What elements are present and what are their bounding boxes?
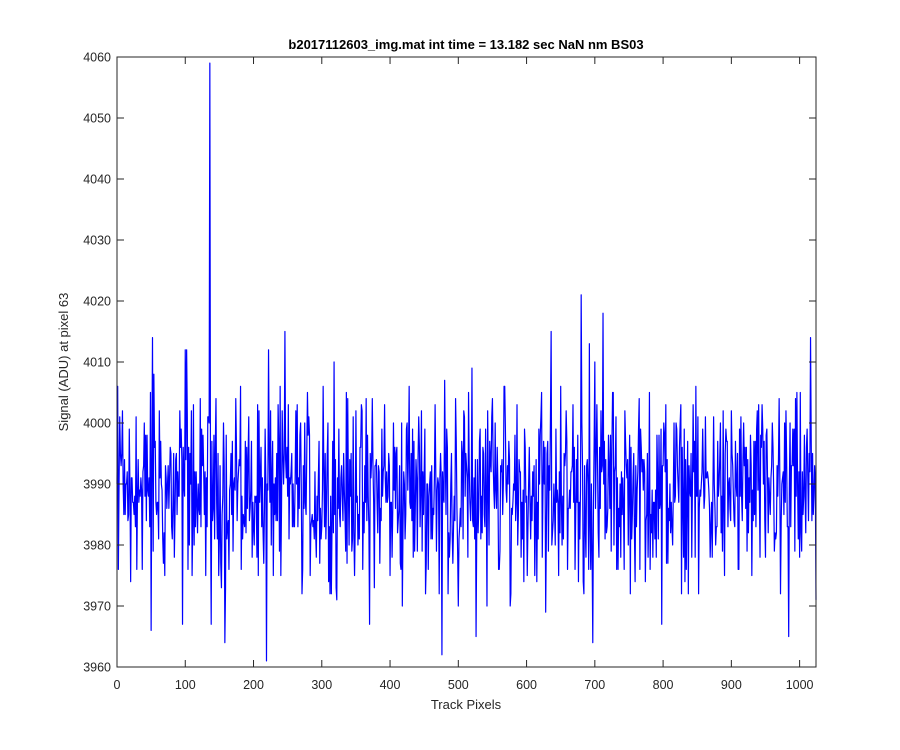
y-tick-label: 4020 [83, 295, 111, 309]
x-tick-label: 800 [653, 678, 674, 692]
x-tick-label: 700 [584, 678, 605, 692]
x-tick-label: 200 [243, 678, 264, 692]
y-tick-label: 4030 [83, 234, 111, 248]
y-tick-label: 4010 [83, 356, 111, 370]
y-tick-label: 4050 [83, 112, 111, 126]
y-tick-label: 3980 [83, 539, 111, 553]
x-tick-label: 0 [114, 678, 121, 692]
x-tick-label: 600 [516, 678, 537, 692]
y-tick-label: 4060 [83, 51, 111, 65]
y-tick-label: 3970 [83, 600, 111, 614]
y-tick-label: 3990 [83, 478, 111, 492]
y-axis-label: Signal (ADU) at pixel 63 [56, 293, 71, 432]
y-tick-label: 4040 [83, 173, 111, 187]
x-tick-label: 500 [448, 678, 469, 692]
x-tick-label: 900 [721, 678, 742, 692]
axes-box [116, 56, 817, 668]
x-tick-label: 1000 [786, 678, 814, 692]
y-tick-label: 3960 [83, 661, 111, 675]
axes-background [117, 57, 816, 667]
x-tick-label: 100 [175, 678, 196, 692]
x-tick-label: 400 [380, 678, 401, 692]
chart-title: b2017112603_img.mat int time = 13.182 se… [288, 37, 643, 52]
y-tick-label: 4000 [83, 417, 111, 431]
x-tick-label: 300 [311, 678, 332, 692]
label-layer: 0 100 200 300 400 500 600 700 800 900 1000 3960 3970… [83, 51, 813, 693]
signal-series-line [116, 62, 817, 662]
x-axis-label: Track Pixels [431, 697, 502, 712]
series-layer [116, 62, 817, 662]
